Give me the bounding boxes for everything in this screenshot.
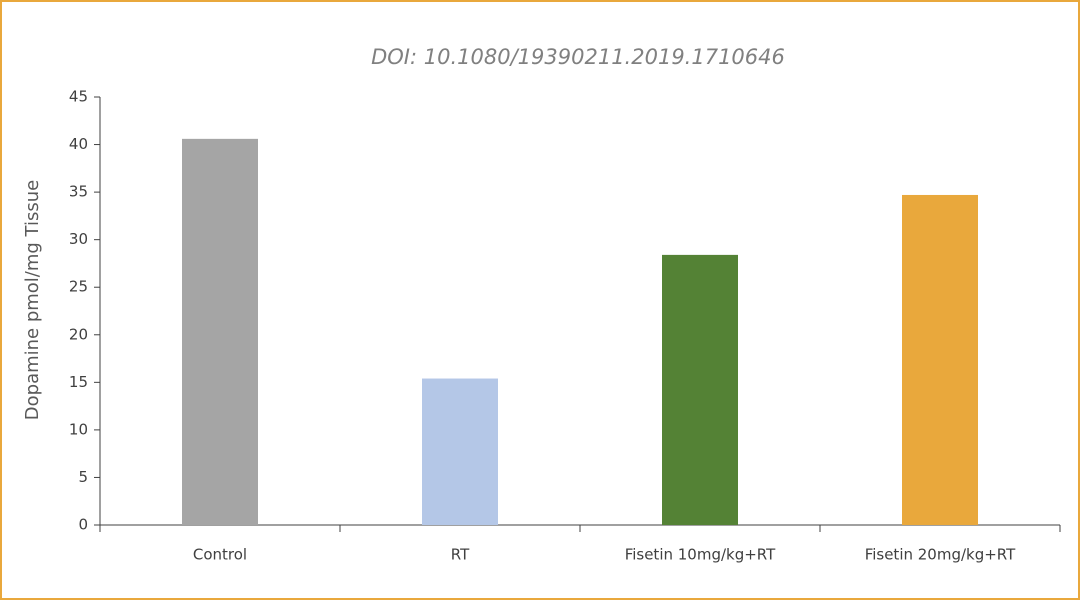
y-tick-label: 5 — [78, 468, 88, 486]
x-tick-label: Fisetin 10mg/kg+RT — [625, 546, 776, 564]
y-tick-label: 45 — [69, 88, 88, 106]
x-tick-label: Fisetin 20mg/kg+RT — [865, 546, 1016, 564]
y-tick-label: 40 — [69, 135, 88, 153]
y-tick-label: 10 — [69, 420, 88, 438]
x-tick-label: RT — [451, 546, 470, 564]
y-tick-label: 20 — [69, 325, 88, 343]
y-tick-label: 0 — [78, 516, 88, 534]
chart-title: DOI: 10.1080/19390211.2019.1710646 — [371, 45, 785, 69]
x-tick-label: Control — [193, 546, 247, 564]
bar — [182, 138, 258, 526]
y-tick-label: 15 — [69, 373, 88, 391]
bar — [662, 254, 738, 525]
bar — [422, 378, 498, 525]
y-tick-label: 30 — [69, 230, 88, 248]
y-axis-label: Dopamine pmol/mg Tissue — [22, 180, 43, 420]
y-tick-label: 25 — [69, 278, 88, 296]
y-tick-label: 35 — [69, 183, 88, 201]
bar — [902, 194, 978, 525]
